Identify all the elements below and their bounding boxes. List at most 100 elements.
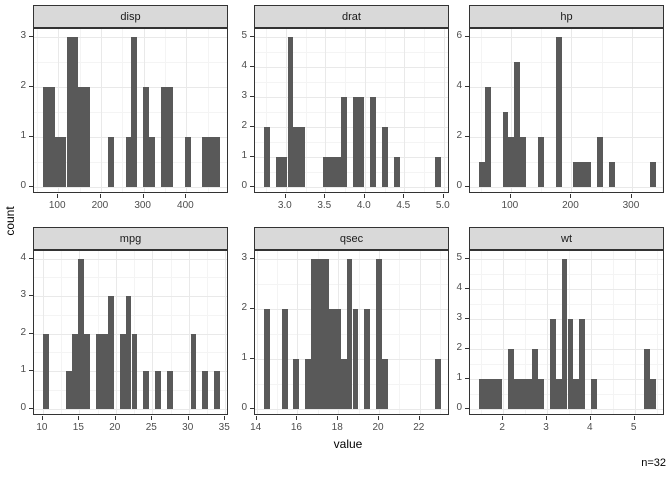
gridline-vertical (424, 29, 426, 192)
gridline-vertical (481, 251, 483, 414)
histogram-bar (66, 371, 73, 409)
gridline-vertical (325, 29, 327, 192)
x-tick-mark (284, 194, 286, 198)
histogram-bar (328, 308, 341, 409)
y-tick-mark (465, 407, 469, 409)
x-tick-label: 35 (218, 422, 230, 433)
y-tick-label: 0 (241, 401, 247, 413)
gridline-vertical (546, 251, 548, 414)
histogram-bar (650, 378, 657, 409)
x-tick-mark (99, 194, 101, 198)
histogram-bar (478, 161, 485, 187)
x-tick-mark (57, 194, 59, 198)
histogram-bar (78, 86, 91, 187)
x-tick-label: 100 (48, 200, 66, 211)
x-tick-label: 4.5 (396, 200, 411, 211)
histogram-bar (131, 333, 138, 409)
y-tick-mark (29, 35, 33, 37)
histogram-bar (608, 161, 615, 187)
x-tick-mark (296, 416, 298, 420)
y-tick-label: 1 (20, 129, 26, 141)
gridline-vertical (510, 29, 512, 192)
gridline-horizontal (34, 408, 227, 410)
gridline-vertical (207, 29, 209, 192)
histogram-bar (573, 378, 580, 409)
y-tick-label: 4 (241, 59, 247, 71)
histogram-bar (143, 86, 150, 187)
y-tick-label: 6 (456, 29, 462, 41)
gridline-vertical (503, 251, 505, 414)
histogram-bar (382, 126, 388, 187)
y-tick-label: 1 (20, 364, 26, 375)
histogram-bar (78, 258, 85, 409)
histogram-bar (166, 371, 173, 409)
histogram-bar (508, 136, 515, 187)
gridline-vertical (170, 251, 172, 414)
y-tick-label: 0 (241, 179, 247, 191)
histogram-bar (263, 308, 270, 409)
x-tick-mark (185, 194, 187, 198)
x-tick-mark (187, 416, 189, 420)
histogram-bar (561, 258, 568, 409)
gridline-horizontal (470, 61, 663, 63)
facet-strip: qsec (254, 227, 449, 250)
facet-panel (469, 28, 664, 193)
y-tick-label: 0 (20, 179, 26, 191)
gridline-vertical (188, 251, 190, 414)
histogram-bar (644, 348, 651, 409)
gridline-horizontal (34, 111, 227, 113)
x-tick-mark (324, 194, 326, 198)
histogram-bar (508, 348, 515, 409)
gridline-horizontal (255, 36, 448, 38)
histogram-bar (96, 333, 108, 409)
x-tick-label: 30 (182, 422, 194, 433)
histogram-bar (364, 308, 371, 409)
y-tick-mark (250, 307, 254, 309)
histogram-bar (549, 318, 556, 409)
y-tick-mark (465, 347, 469, 349)
facet-strip: wt (469, 227, 664, 250)
x-tick-mark (255, 416, 257, 420)
x-tick-label: 14 (250, 422, 262, 433)
histogram-bar (275, 156, 288, 187)
y-tick-label: 5 (456, 251, 462, 263)
histogram-bar (352, 308, 359, 409)
histogram-bar (376, 258, 383, 409)
histogram-bar (514, 378, 533, 409)
gridline-vertical (297, 251, 299, 414)
x-tick-label: 16 (290, 422, 302, 433)
histogram-bar (281, 308, 288, 409)
x-tick-label: 22 (413, 422, 425, 433)
gridline-horizontal (470, 186, 663, 188)
x-tick-mark (378, 416, 380, 420)
histogram-bar (502, 111, 509, 187)
x-tick-mark (630, 194, 632, 198)
y-tick-mark (465, 35, 469, 37)
facet-panel (254, 28, 449, 193)
x-tick-label: 10 (36, 422, 48, 433)
histogram-bar (293, 358, 300, 409)
gridline-vertical (36, 29, 38, 192)
gridline-vertical (443, 29, 445, 192)
x-tick-label: 3.0 (277, 200, 292, 211)
histogram-bar (478, 378, 503, 409)
gridline-horizontal (255, 111, 448, 113)
x-tick-mark (418, 416, 420, 420)
gridline-vertical (100, 29, 102, 192)
y-tick-label: 3 (20, 29, 26, 41)
y-tick-mark (250, 35, 254, 37)
gridline-horizontal (470, 86, 663, 88)
x-tick-mark (570, 194, 572, 198)
gridline-vertical (590, 251, 592, 414)
y-tick-label: 3 (241, 251, 247, 263)
x-tick-label: 5 (630, 422, 637, 433)
y-tick-mark (465, 287, 469, 289)
y-tick-mark (250, 357, 254, 359)
facet-panel (33, 250, 228, 415)
facet-strip: mpg (33, 227, 228, 250)
facet-strip-label: qsec (339, 232, 364, 245)
gridline-horizontal (34, 258, 227, 260)
gridline-horizontal (255, 126, 448, 128)
y-tick-label: 1 (456, 371, 462, 383)
gridline-vertical (419, 251, 421, 414)
